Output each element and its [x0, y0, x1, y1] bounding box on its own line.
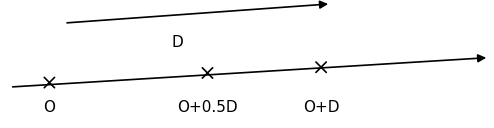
Text: O+D: O+D — [303, 100, 339, 115]
Text: O: O — [43, 100, 55, 115]
Text: D: D — [172, 35, 184, 50]
Text: O+0.5D: O+0.5D — [177, 100, 238, 115]
